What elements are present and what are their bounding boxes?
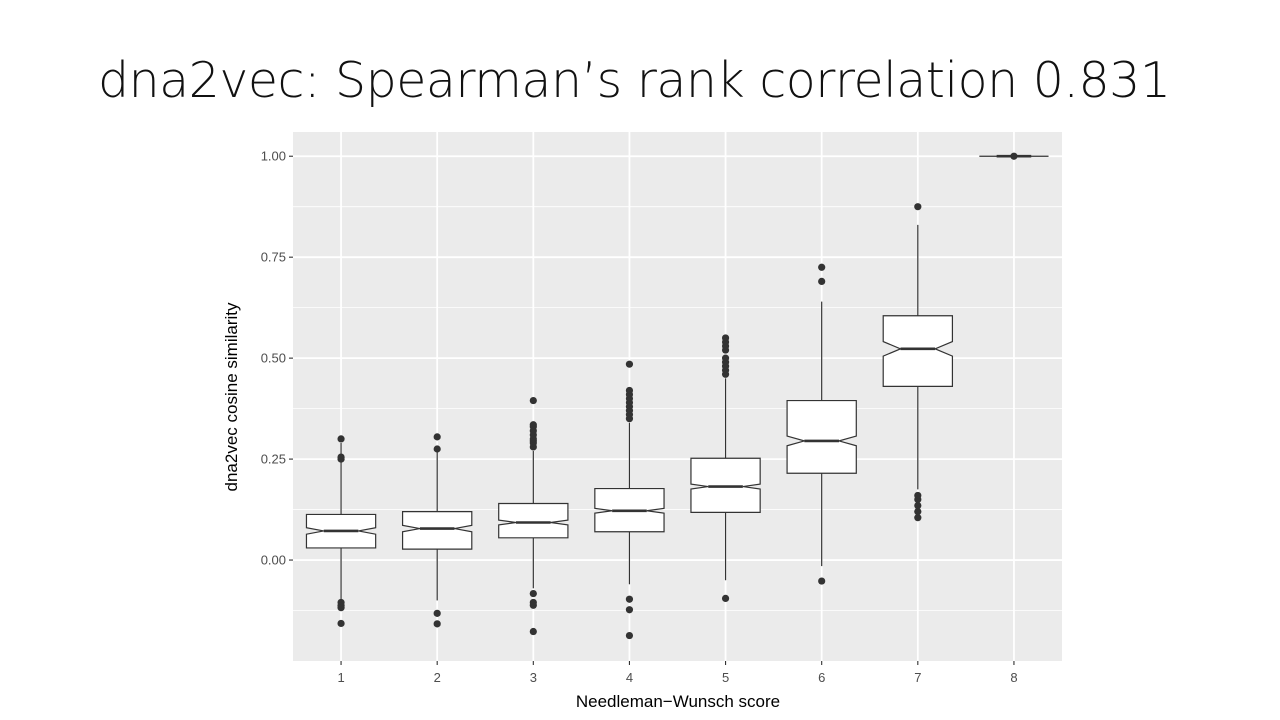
- box-8: [979, 152, 1049, 160]
- outlier-point: [529, 396, 537, 405]
- minor-grid: [293, 206, 1062, 611]
- y-tick-label: 0.50: [261, 351, 286, 366]
- y-tick-label: 0.25: [261, 452, 286, 467]
- x-tick-label: 4: [626, 670, 633, 685]
- x-tick-label: 5: [722, 670, 729, 685]
- box-5: [690, 334, 761, 603]
- outlier-point: [529, 589, 537, 598]
- y-axis: 0.00 0.25 0.50 0.75 1.00: [261, 149, 293, 568]
- x-tick-label: 7: [914, 670, 921, 685]
- outlier-point: [337, 453, 345, 461]
- outlier-point: [337, 619, 345, 628]
- box-7: [882, 203, 954, 522]
- x-axis-title: Needleman−Wunsch score: [576, 692, 780, 711]
- outlier-point: [818, 577, 826, 585]
- slide-title: dna2vec: Spearman’s rank correlation 0.8…: [98, 52, 1171, 109]
- y-tick-label: 1.00: [261, 149, 286, 164]
- outlier-point: [1010, 152, 1018, 160]
- x-axis: 1 2 3 4 5 6 7 8: [337, 661, 1018, 685]
- notched-box: [786, 399, 857, 474]
- plot-panel: [293, 132, 1062, 661]
- outlier-point: [625, 386, 634, 395]
- outlier-point: [625, 595, 634, 603]
- outlier-point: [529, 601, 537, 609]
- outlier-point: [529, 627, 537, 636]
- outlier-point: [721, 354, 730, 362]
- outlier-point: [914, 514, 922, 522]
- y-tick-label: 0.75: [261, 250, 286, 265]
- x-tick-label: 6: [818, 670, 825, 685]
- outlier-point: [433, 433, 441, 441]
- outlier-point: [721, 594, 730, 603]
- outlier-point: [818, 277, 826, 286]
- notched-box: [401, 510, 473, 550]
- box-6: [786, 263, 857, 585]
- outlier-point: [337, 435, 345, 443]
- x-tick-label: 1: [337, 670, 344, 685]
- x-tick-label: 8: [1010, 670, 1017, 685]
- outlier-point: [625, 606, 634, 614]
- outlier-point: [433, 620, 441, 628]
- box-2: [401, 433, 473, 628]
- outlier-point: [625, 360, 634, 368]
- y-axis-title: dna2vec cosine similarity: [222, 302, 241, 491]
- y-tick-label: 0.00: [261, 553, 286, 568]
- outlier-point: [914, 203, 922, 211]
- outlier-point: [433, 609, 441, 617]
- outlier-point: [625, 631, 634, 640]
- x-tick-label: 3: [530, 670, 537, 685]
- box-4: [594, 360, 665, 640]
- outlier-point: [721, 334, 730, 342]
- boxes-layer: [305, 152, 1049, 640]
- outlier-point: [433, 445, 441, 453]
- outlier-point: [529, 421, 537, 429]
- outlier-point: [337, 604, 345, 612]
- notched-box: [882, 315, 954, 388]
- outlier-point: [818, 263, 826, 271]
- box-1: [305, 435, 377, 628]
- outlier-point: [914, 501, 922, 510]
- outlier-point: [914, 507, 922, 516]
- x-tick-label: 2: [434, 670, 441, 685]
- outlier-point: [914, 491, 922, 500]
- box-3: [498, 396, 569, 636]
- notched-box: [498, 502, 569, 539]
